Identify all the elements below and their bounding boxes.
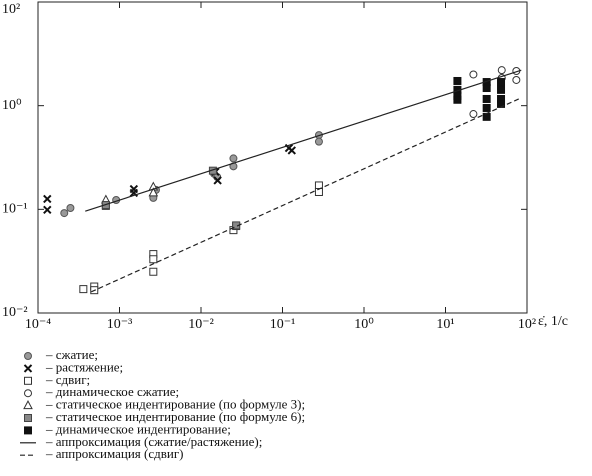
data-point	[469, 110, 478, 119]
legend-label: – сжатие;	[45, 347, 98, 362]
data-point	[497, 85, 506, 94]
legend-label: – аппроксимация (сжатие/растяжение);	[45, 434, 262, 449]
y-tick-label: 10⁰	[2, 98, 22, 113]
data-point	[482, 94, 491, 103]
data-point	[43, 205, 52, 214]
x-tick-label: 10⁻⁴	[25, 317, 51, 332]
legend-swatch	[23, 364, 33, 373]
plot-frame	[37, 1, 528, 314]
y-tick-label: 10⁻²	[2, 305, 28, 320]
data-point	[497, 66, 506, 75]
legend-label: – сдвиг;	[45, 372, 90, 387]
legend-swatch	[24, 389, 32, 398]
x-axis-label: ε̇, 1/с	[538, 314, 568, 329]
data-point	[43, 194, 52, 204]
data-point	[482, 103, 491, 112]
legend-swatch	[23, 400, 33, 410]
data-point	[497, 78, 506, 87]
x-tick-label: 10⁻³	[107, 317, 133, 332]
fit-line	[90, 97, 522, 293]
data-point	[469, 70, 478, 79]
y-tick-label: 10⁻¹	[2, 202, 28, 217]
legend-label: – динамическое индентирование;	[45, 421, 231, 436]
data-point	[482, 84, 491, 93]
data-point	[453, 95, 462, 104]
data-point	[229, 154, 238, 163]
data-point	[148, 187, 159, 197]
y-tick-label: 10²	[2, 2, 20, 17]
data-point	[79, 285, 88, 294]
data-point	[213, 176, 222, 185]
legend-label: – аппроксимация (сдвиг)	[45, 446, 184, 461]
legend-swatch	[24, 352, 32, 360]
legend-swatch	[24, 426, 32, 435]
x-tick-label: 10⁻²	[188, 317, 214, 332]
legend-label: – статическое индентирование (по формуле…	[45, 409, 305, 424]
legend-label: – динамическое сжатие;	[45, 384, 179, 399]
data-point	[314, 137, 323, 146]
data-point	[60, 209, 69, 218]
data-point	[149, 267, 158, 276]
data-point	[287, 146, 296, 155]
data-point	[482, 112, 491, 121]
legend-label: – статическое индентирование (по формуле…	[45, 397, 305, 412]
data-point	[512, 75, 521, 84]
legend-swatch	[24, 414, 32, 422]
fit-line	[85, 69, 522, 212]
data-point	[149, 255, 158, 264]
x-tick-label: 10⁰	[354, 317, 374, 332]
legend-swatch	[24, 376, 32, 385]
legend-label: – растяжение;	[45, 359, 123, 374]
x-tick-label: 10⁻¹	[270, 317, 296, 332]
data-point	[453, 76, 462, 85]
x-tick-label: 10²	[518, 317, 536, 332]
x-tick-label: 10¹	[436, 317, 454, 332]
data-point	[66, 204, 75, 213]
